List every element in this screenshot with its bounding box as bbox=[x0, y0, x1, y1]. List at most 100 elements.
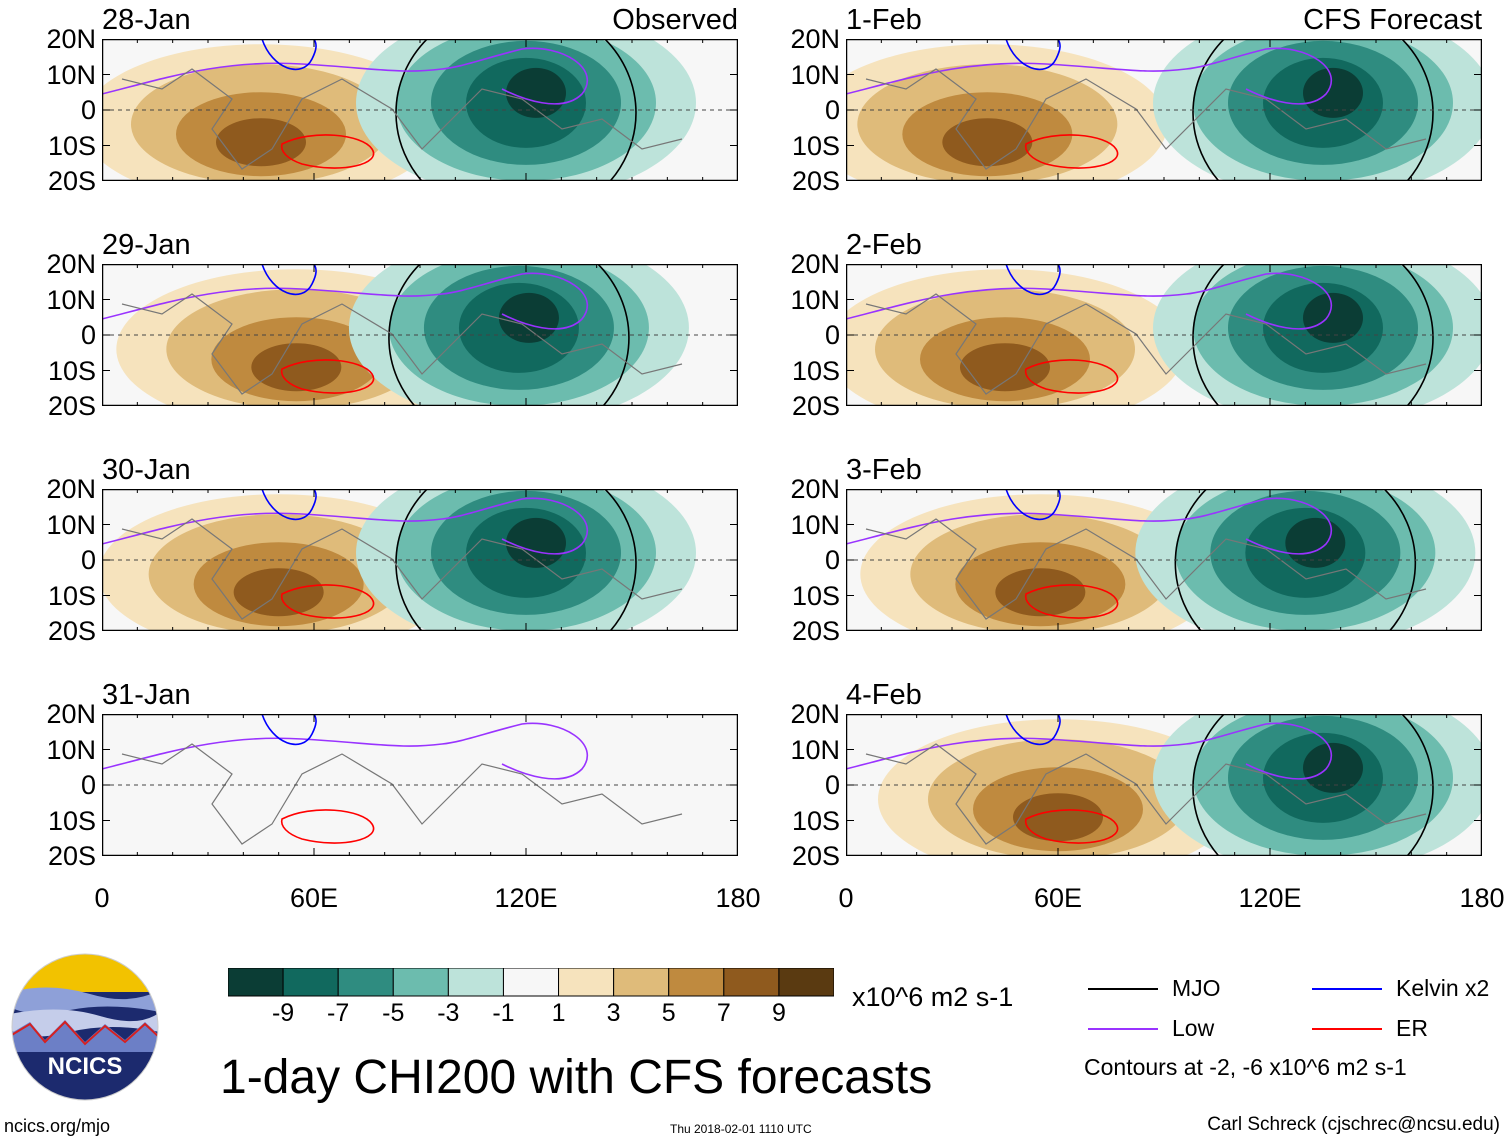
y-tick-label: 20N bbox=[790, 474, 840, 504]
y-tick-label: 20N bbox=[790, 699, 840, 729]
colorbar-units: x10^6 m2 s-1 bbox=[852, 982, 1014, 1012]
panel-date-label: 31-Jan bbox=[102, 679, 191, 711]
panel-date-label: 3-Feb bbox=[846, 454, 922, 486]
coastline bbox=[121, 518, 683, 620]
map-panel bbox=[846, 489, 1482, 631]
y-tick-label: 10N bbox=[46, 509, 96, 540]
low-contour bbox=[846, 272, 1333, 330]
colorbar-tick-label: -7 bbox=[327, 999, 350, 1027]
y-tick-label: 20S bbox=[791, 841, 840, 871]
panel-date-label: 1-Feb bbox=[846, 4, 922, 36]
y-tick-label: 10N bbox=[790, 509, 840, 540]
colorbar-tick-label: -5 bbox=[382, 999, 405, 1027]
author: Carl Schreck (cjschrec@ncsu.edu) bbox=[1207, 1114, 1500, 1135]
low-contour bbox=[846, 722, 1333, 780]
y-tick-label: 10S bbox=[47, 355, 96, 386]
colorbar-swatch bbox=[392, 968, 449, 997]
positive-anomaly-core bbox=[233, 568, 324, 617]
legend-line-er bbox=[1312, 1028, 1382, 1030]
negative-anomaly-peak bbox=[1285, 517, 1346, 568]
y-tick-label: 20N bbox=[46, 699, 96, 729]
y-tick-label: 0 bbox=[80, 320, 96, 350]
y-tick-label: 10S bbox=[47, 580, 96, 611]
er-contour bbox=[280, 134, 375, 169]
low-contour bbox=[846, 497, 1333, 555]
colorbar-swatch bbox=[668, 968, 725, 997]
y-tick-label: 0 bbox=[80, 545, 96, 575]
mjo-contour bbox=[395, 489, 637, 631]
y-tick-label: 10S bbox=[791, 805, 840, 836]
y-tick-label: 10N bbox=[46, 734, 96, 765]
x-tick-label: 180 bbox=[715, 883, 761, 913]
legend-line-mjo bbox=[1088, 988, 1158, 990]
y-tick-label: 20N bbox=[46, 474, 96, 504]
y-tick-label: 10N bbox=[790, 734, 840, 765]
negative-anomaly-peak bbox=[506, 67, 566, 118]
panel-date-label: 28-Jan bbox=[102, 4, 191, 36]
y-tick-label: 0 bbox=[824, 320, 840, 350]
y-tick-label: 10S bbox=[791, 355, 840, 386]
kelvin-contour bbox=[1005, 489, 1061, 521]
colorbar-swatch bbox=[447, 968, 504, 997]
mjo-contour bbox=[1192, 714, 1434, 856]
low-contour bbox=[846, 47, 1333, 105]
positive-anomaly-core bbox=[942, 118, 1033, 167]
x-tick-label: 0 bbox=[838, 883, 854, 913]
y-tick-label: 0 bbox=[824, 770, 840, 800]
mjo-contour bbox=[1192, 264, 1434, 406]
coastline bbox=[865, 68, 1427, 170]
low-contour bbox=[102, 272, 589, 330]
legend-note: Contours at -2, -6 x10^6 m2 s-1 bbox=[1084, 1054, 1407, 1080]
er-contour bbox=[1024, 584, 1119, 619]
y-tick-label: 20S bbox=[47, 841, 96, 871]
colorbar-tick-label: 3 bbox=[606, 999, 621, 1027]
kelvin-contour bbox=[1005, 264, 1061, 296]
er-contour bbox=[280, 809, 375, 844]
map-panel bbox=[102, 39, 738, 181]
colorbar-tick-label: -9 bbox=[271, 999, 295, 1027]
timestamp: Thu 2018-02-01 1110 UTC bbox=[670, 1122, 812, 1136]
negative-anomaly-peak bbox=[498, 292, 559, 343]
ncics-logo: NCICS bbox=[11, 953, 159, 1101]
x-tick-label: 120E bbox=[1238, 883, 1302, 913]
website-link[interactable]: ncics.org/mjo bbox=[4, 1116, 111, 1136]
y-tick-label: 20S bbox=[47, 616, 96, 646]
kelvin-contour bbox=[261, 489, 317, 521]
er-contour bbox=[1024, 809, 1119, 844]
logo-text: NCICS bbox=[48, 1053, 123, 1080]
y-tick-label: 20S bbox=[791, 391, 840, 421]
low-contour bbox=[102, 47, 589, 105]
y-tick-label: 0 bbox=[80, 770, 96, 800]
er-contour bbox=[1024, 134, 1119, 169]
y-tick-label: 20S bbox=[47, 391, 96, 421]
y-tick-label: 10N bbox=[790, 59, 840, 90]
map-panel bbox=[846, 264, 1482, 406]
low-contour bbox=[102, 722, 589, 780]
y-tick-label: 0 bbox=[80, 95, 96, 125]
colorbar-swatch bbox=[502, 968, 560, 997]
x-tick-label: 0 bbox=[94, 883, 110, 913]
negative-anomaly-peak bbox=[1303, 67, 1363, 118]
coastline bbox=[121, 68, 683, 170]
kelvin-contour bbox=[261, 264, 317, 296]
kelvin-contour bbox=[261, 714, 317, 746]
y-tick-label: 20S bbox=[791, 166, 840, 196]
colorbar-swatch bbox=[558, 968, 615, 997]
y-tick-label: 10S bbox=[47, 805, 96, 836]
legend-label: Low bbox=[1172, 1015, 1215, 1041]
map-panel bbox=[846, 39, 1482, 181]
legend-label: MJO bbox=[1172, 975, 1221, 1001]
kelvin-contour bbox=[1005, 39, 1061, 71]
negative-anomaly-peak bbox=[1303, 292, 1363, 343]
colorbar-swatch bbox=[282, 968, 339, 997]
panel-date-label: 29-Jan bbox=[102, 229, 191, 261]
positive-anomaly-core bbox=[1013, 793, 1103, 842]
legend-line-low bbox=[1088, 1028, 1158, 1030]
coastline bbox=[121, 293, 683, 395]
colorbar-tick-label: 9 bbox=[771, 999, 786, 1027]
panel-date-label: 4-Feb bbox=[846, 679, 922, 711]
coastline bbox=[865, 293, 1427, 395]
colorbar-swatch bbox=[778, 968, 834, 997]
column-label: CFS Forecast bbox=[1303, 4, 1482, 36]
x-tick-label: 60E bbox=[1033, 883, 1083, 913]
